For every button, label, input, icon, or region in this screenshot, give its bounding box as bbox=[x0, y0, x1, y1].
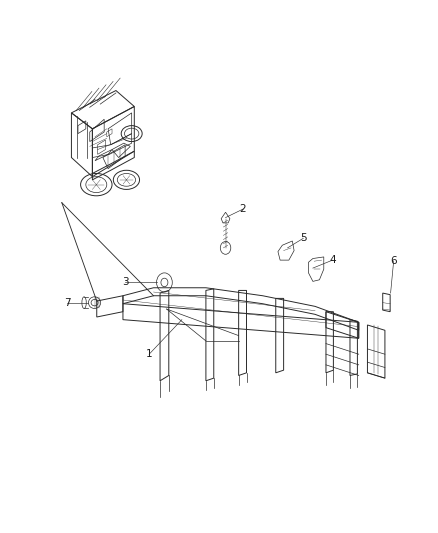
Text: 2: 2 bbox=[240, 204, 246, 214]
Text: 1: 1 bbox=[146, 349, 152, 359]
Text: 4: 4 bbox=[329, 255, 336, 265]
Text: 5: 5 bbox=[300, 233, 307, 244]
Text: 7: 7 bbox=[64, 297, 71, 308]
Text: 6: 6 bbox=[390, 256, 397, 266]
Text: 3: 3 bbox=[122, 278, 128, 287]
